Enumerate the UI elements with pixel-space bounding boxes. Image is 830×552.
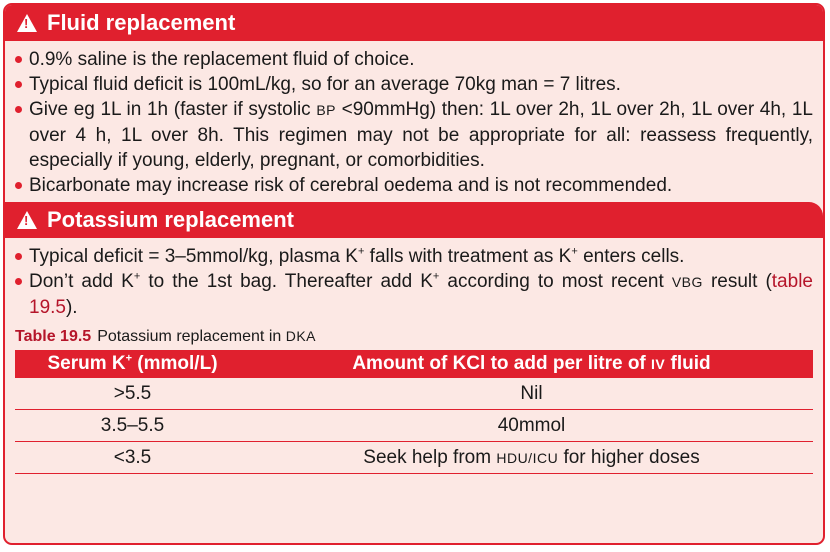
- section-header-potassium: Potassium replacement: [5, 202, 823, 238]
- list-item: Typical deficit = 3–5mmol/kg, plasma K+ …: [15, 244, 813, 269]
- cell-serum: <3.5: [15, 441, 250, 474]
- warning-icon: [17, 211, 37, 229]
- list-item: 0.9% saline is the replacement fluid of …: [15, 47, 813, 72]
- section-title: Potassium replacement: [47, 207, 294, 232]
- table-row: <3.5 Seek help from HDU/ICU for higher d…: [15, 441, 813, 474]
- column-header-amount: Amount of KCl to add per litre of IV flu…: [250, 350, 813, 378]
- table-caption: Table 19.5 Potassium replacement in DKA: [15, 328, 317, 345]
- section-title: Fluid replacement: [47, 10, 236, 35]
- warning-icon: [17, 14, 37, 32]
- cell-serum: 3.5–5.5: [15, 409, 250, 442]
- list-item: Typical fluid deficit is 100mL/kg, so fo…: [15, 72, 813, 97]
- cell-serum: >5.5: [15, 378, 250, 410]
- abbr-vbg: VBG: [671, 274, 703, 290]
- list-item: Give eg 1L in 1h (faster if systolic BP …: [15, 97, 813, 173]
- info-box: Fluid replacement 0.9% saline is the rep…: [3, 3, 825, 545]
- table-header-row: Serum K+ (mmol/L) Amount of KCl to add p…: [15, 350, 813, 378]
- abbr-bp: BP: [316, 102, 336, 118]
- cell-amount: Nil: [250, 378, 813, 410]
- potassium-table: Serum K+ (mmol/L) Amount of KCl to add p…: [15, 350, 813, 474]
- cell-amount: Seek help from HDU/ICU for higher doses: [250, 441, 813, 474]
- column-header-serum: Serum K+ (mmol/L): [15, 350, 250, 378]
- list-item: Bicarbonate may increase risk of cerebra…: [15, 173, 813, 198]
- section-header-fluid: Fluid replacement: [5, 5, 823, 41]
- cell-amount: 40mmol: [250, 409, 813, 442]
- list-item: Don’t add K+ to the 1st bag. Thereafter …: [15, 269, 813, 320]
- table-row: 3.5–5.5 40mmol: [15, 409, 813, 442]
- fluid-bullet-list: 0.9% saline is the replacement fluid of …: [5, 41, 823, 202]
- caption-label: Table 19.5: [15, 328, 92, 345]
- table-row: >5.5 Nil: [15, 378, 813, 410]
- potassium-bullet-list: Typical deficit = 3–5mmol/kg, plasma K+ …: [5, 238, 823, 324]
- table-reference-link[interactable]: table 19.5: [29, 271, 813, 318]
